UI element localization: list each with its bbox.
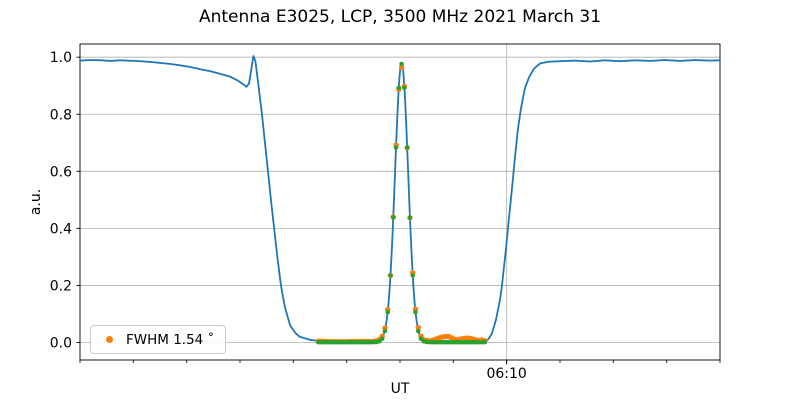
fit-point [385, 309, 391, 315]
fit-point [415, 328, 421, 334]
data-point [415, 324, 421, 331]
legend-dot-icon [106, 336, 113, 343]
fit-point [379, 336, 385, 341]
fit-point [388, 273, 393, 278]
legend-box: FWHM 1.54 ˚ [90, 325, 226, 354]
fit-point [413, 309, 418, 315]
y-tick-label: 1.0 [50, 50, 72, 66]
data-point [398, 64, 405, 71]
fit-point [399, 61, 404, 67]
x-tick-label: 06:10 [486, 366, 526, 382]
fit-point [382, 328, 388, 334]
y-tick-label: 0.2 [50, 278, 72, 294]
chart-title: Antenna E3025, LCP, 3500 MHz 2021 March … [198, 7, 602, 27]
fit-point [402, 85, 407, 91]
fit-point [482, 339, 488, 345]
y-tick-label: 0.6 [50, 164, 72, 180]
fit-point [396, 85, 402, 91]
fit-point [393, 145, 399, 150]
y-tick-label: 0.8 [50, 107, 72, 123]
y-tick-label: 0.0 [50, 336, 72, 352]
signal-line [79, 55, 721, 343]
fit-point [407, 215, 413, 220]
fit-point [410, 273, 415, 278]
y-tick-label: 0.4 [50, 221, 72, 237]
fit-point [404, 145, 410, 150]
legend-label: FWHM 1.54 ˚ [126, 331, 215, 348]
x-axis-label: UT [390, 381, 410, 397]
fit-point [390, 215, 396, 220]
